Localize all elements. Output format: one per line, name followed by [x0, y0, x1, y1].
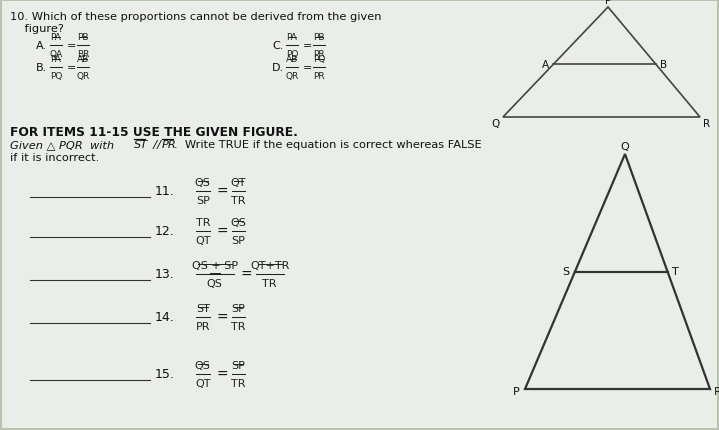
Text: =: =	[303, 41, 312, 51]
Text: =: =	[216, 224, 228, 239]
Text: TR: TR	[262, 279, 277, 289]
Text: B: B	[660, 60, 667, 70]
Text: PA: PA	[50, 55, 61, 64]
Text: TR: TR	[231, 196, 246, 206]
Text: PA: PA	[50, 34, 61, 42]
Text: C.: C.	[272, 41, 283, 51]
Text: PB: PB	[77, 34, 88, 42]
Text: QS: QS	[207, 279, 223, 289]
Text: TR: TR	[231, 378, 246, 388]
Text: QT+TR: QT+TR	[250, 260, 289, 270]
Text: =: =	[67, 63, 76, 73]
Text: if it is incorrect.: if it is incorrect.	[10, 153, 99, 163]
Text: 12.: 12.	[155, 225, 175, 238]
Text: .  Write TRUE if the equation is correct whereas FALSE: . Write TRUE if the equation is correct …	[174, 140, 482, 150]
Text: QS: QS	[195, 360, 211, 370]
Text: figure?: figure?	[10, 24, 64, 34]
Text: BR: BR	[77, 49, 89, 58]
Text: PR: PR	[313, 49, 325, 58]
Text: PB: PB	[313, 34, 325, 42]
Text: 15.: 15.	[155, 368, 175, 381]
Text: R: R	[714, 386, 719, 396]
Text: PQ: PQ	[50, 71, 62, 80]
Text: QS + SP: QS + SP	[192, 260, 238, 270]
Text: PR: PR	[162, 140, 177, 150]
Text: PA: PA	[287, 34, 298, 42]
Text: P: P	[513, 386, 520, 396]
Text: Q: Q	[620, 141, 629, 152]
Text: //: //	[146, 140, 168, 150]
Text: 11.: 11.	[155, 185, 175, 198]
Text: =: =	[216, 367, 228, 381]
Text: B.: B.	[36, 63, 47, 73]
Text: FOR ITEMS 11-15 USE THE GIVEN FIGURE.: FOR ITEMS 11-15 USE THE GIVEN FIGURE.	[10, 126, 298, 139]
Text: S: S	[562, 267, 569, 277]
Text: PR: PR	[313, 71, 325, 80]
Text: =: =	[216, 184, 228, 199]
Text: T: T	[672, 267, 678, 277]
Text: =: =	[216, 310, 228, 324]
Text: ST: ST	[196, 303, 210, 313]
Text: A: A	[542, 60, 549, 70]
Text: QT: QT	[195, 378, 211, 388]
Text: =: =	[241, 267, 252, 281]
Text: QS: QS	[231, 217, 247, 227]
Text: 14.: 14.	[155, 311, 175, 324]
Text: 10. Which of these proportions cannot be derived from the given: 10. Which of these proportions cannot be…	[10, 12, 382, 22]
Text: PQ: PQ	[313, 55, 325, 64]
Text: QR: QR	[285, 71, 298, 80]
Text: Q: Q	[492, 119, 500, 129]
Text: SP: SP	[232, 303, 245, 313]
Text: QT: QT	[231, 177, 246, 187]
Text: QS: QS	[195, 177, 211, 187]
Text: TR: TR	[231, 322, 246, 332]
Text: 13.: 13.	[155, 268, 175, 281]
Text: SP: SP	[232, 360, 245, 370]
Text: R: R	[703, 119, 710, 129]
Text: P: P	[605, 0, 611, 6]
Text: D.: D.	[272, 63, 284, 73]
Text: =: =	[67, 41, 76, 51]
Text: QA: QA	[50, 49, 63, 58]
Text: TR: TR	[196, 217, 210, 227]
Text: =: =	[303, 63, 312, 73]
Text: AB: AB	[286, 55, 298, 64]
Text: A.: A.	[36, 41, 47, 51]
Text: QT: QT	[195, 236, 211, 246]
Text: PQ: PQ	[286, 49, 298, 58]
Text: Given △ PQR  with: Given △ PQR with	[10, 140, 122, 150]
Text: SP: SP	[196, 196, 210, 206]
Text: PR: PR	[196, 322, 210, 332]
Text: SP: SP	[232, 236, 245, 246]
Text: AB: AB	[77, 55, 89, 64]
Text: ST: ST	[134, 140, 148, 150]
Text: QR: QR	[76, 71, 90, 80]
